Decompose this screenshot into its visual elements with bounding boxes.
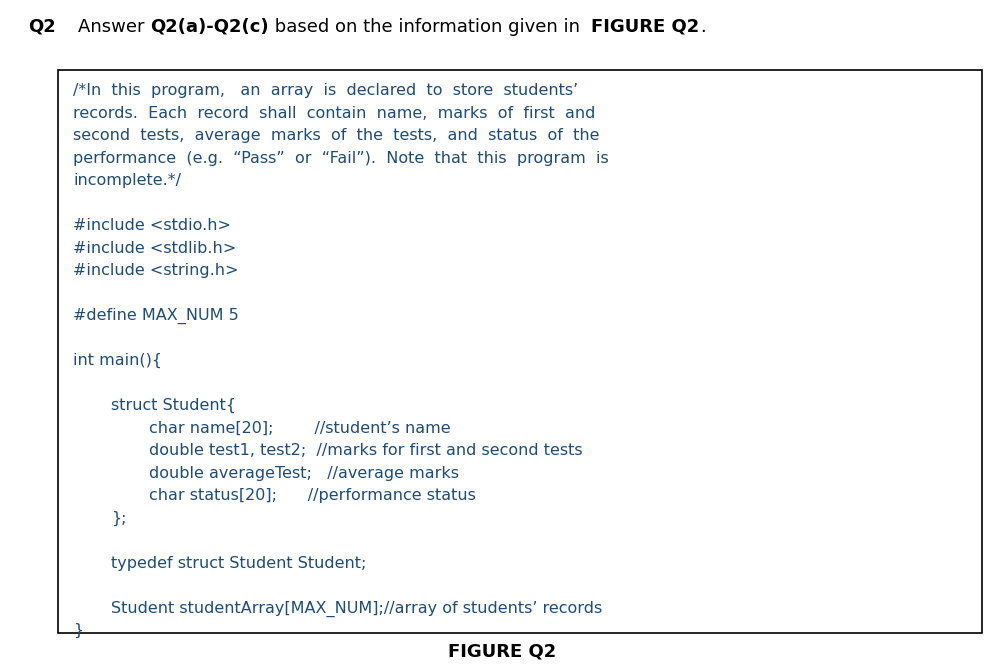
Text: #include <stdlib.h>: #include <stdlib.h> [73, 241, 237, 256]
FancyBboxPatch shape [58, 70, 981, 633]
Text: int main(){: int main(){ [73, 353, 162, 369]
Text: based on the information given in: based on the information given in [269, 18, 591, 36]
Text: double test1, test2;  //marks for first and second tests: double test1, test2; //marks for first a… [149, 444, 583, 458]
Text: typedef struct Student Student;: typedef struct Student Student; [111, 555, 366, 571]
Text: char name[20];        //student’s name: char name[20]; //student’s name [149, 421, 450, 436]
Text: }: } [73, 623, 83, 639]
Text: Q2: Q2 [28, 18, 56, 36]
Text: performance  (e.g.  “Pass”  or  “Fail”).  Note  that  this  program  is: performance (e.g. “Pass” or “Fail”). Not… [73, 151, 609, 166]
Text: second  tests,  average  marks  of  the  tests,  and  status  of  the: second tests, average marks of the tests… [73, 129, 599, 143]
Text: FIGURE Q2: FIGURE Q2 [591, 18, 699, 36]
Text: };: }; [111, 511, 126, 526]
Text: .: . [699, 18, 705, 36]
Text: FIGURE Q2: FIGURE Q2 [447, 642, 556, 660]
Text: Answer: Answer [78, 18, 150, 36]
Text: #define MAX_NUM 5: #define MAX_NUM 5 [73, 308, 239, 324]
Text: Q2(a)-Q2(c): Q2(a)-Q2(c) [150, 18, 269, 36]
Text: #include <string.h>: #include <string.h> [73, 263, 239, 278]
Text: /*In  this  program,   an  array  is  declared  to  store  students’: /*In this program, an array is declared … [73, 83, 578, 98]
Text: char status[20];      //performance status: char status[20]; //performance status [149, 488, 475, 503]
Text: struct Student{: struct Student{ [111, 398, 236, 413]
Text: records.  Each  record  shall  contain  name,  marks  of  first  and: records. Each record shall contain name,… [73, 106, 595, 121]
Text: Student studentArray[MAX_NUM];//array of students’ records: Student studentArray[MAX_NUM];//array of… [111, 601, 602, 617]
Text: incomplete.*/: incomplete.*/ [73, 174, 182, 188]
Text: double averageTest;   //average marks: double averageTest; //average marks [149, 466, 458, 480]
Text: #include <stdio.h>: #include <stdio.h> [73, 218, 231, 233]
